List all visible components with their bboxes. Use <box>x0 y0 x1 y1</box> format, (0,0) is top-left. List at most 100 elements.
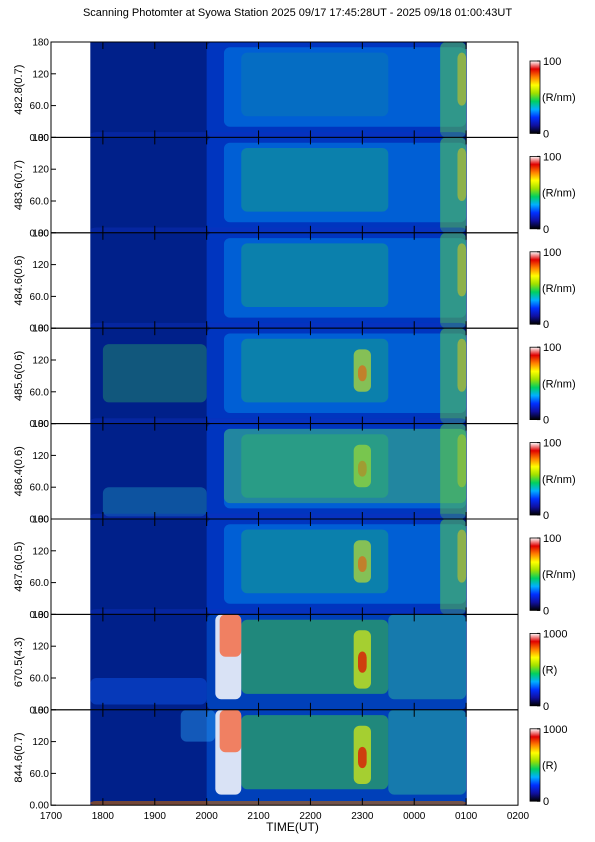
colorbar <box>529 60 541 134</box>
colorbar-tick-label: 100 <box>543 533 561 545</box>
heatmap-background <box>90 519 467 615</box>
emission-region <box>440 328 467 424</box>
emission-region <box>440 232 467 329</box>
emission-region <box>358 460 367 477</box>
emission-region <box>241 338 389 403</box>
colorbar-tick-label: 0 <box>543 224 549 236</box>
y-tick-label: 0.00 <box>30 705 50 716</box>
emission-region <box>90 132 467 138</box>
colorbar-tick-label: 100 <box>543 56 561 68</box>
x-axis-label: TIME(UT) <box>266 820 319 834</box>
emission-region <box>90 513 467 519</box>
panel-486-4-0-6-: 0.00 60.0 120 180 486.4(0.6) 0 100 (R/nm) <box>13 419 576 525</box>
emission-region <box>90 678 207 705</box>
x-tick-label: 0200 <box>507 811 530 822</box>
y-tick-label: 0.00 <box>30 133 50 144</box>
emission-region <box>457 243 467 297</box>
emission-region <box>219 614 242 657</box>
heatmap-background <box>90 42 467 138</box>
y-tick-label: 180 <box>32 515 49 526</box>
y-axis-label: 486.4(0.6) <box>13 446 25 496</box>
emission-region <box>358 746 367 769</box>
colorbar-tick-label: 0 <box>543 796 549 808</box>
colorbar-tick-label: 100 <box>543 438 561 450</box>
emission-region <box>388 614 467 700</box>
emission-region <box>241 243 389 307</box>
emission-region <box>457 434 467 488</box>
y-axis-label: 482.8(0.7) <box>13 65 25 115</box>
panel-483-6-0-7-: 0.00 60.0 120 180 483.6(0.7) 0 100 (R/nm) <box>13 133 576 239</box>
heatmap-background <box>90 232 467 329</box>
y-tick-label: 0.00 <box>30 419 50 430</box>
x-tick-label: 2000 <box>196 811 219 822</box>
colorbar-unit-label: (R/nm) <box>542 474 576 486</box>
y-tick-label: 0.00 <box>30 228 50 239</box>
x-tick-label: 0100 <box>455 811 478 822</box>
emission-region <box>223 524 467 604</box>
y-tick-label: 0.00 <box>30 324 50 335</box>
y-axis-label: 844.6(0.7) <box>13 732 25 782</box>
y-tick-label: 0.00 <box>30 801 50 812</box>
colorbar <box>529 728 541 802</box>
emission-region <box>206 42 467 138</box>
emission-region <box>206 137 467 233</box>
emission-region <box>440 137 467 233</box>
colorbar-unit-label: (R) <box>542 665 557 677</box>
y-tick-label: 180 <box>32 133 49 144</box>
emission-region <box>241 148 389 212</box>
emission-region <box>440 519 467 615</box>
y-tick-label: 180 <box>32 610 49 621</box>
panel-670-5-4-3-: 0.00 60.0 120 180 670.5(4.3) 0 1000 (R) <box>13 610 567 716</box>
y-tick-label: 180 <box>32 324 49 335</box>
colorbar-tick-label: 100 <box>543 151 561 163</box>
y-tick-label: 60.0 <box>30 578 50 589</box>
emission-region <box>388 709 467 795</box>
emission-region <box>358 365 367 382</box>
y-tick-label: 60.0 <box>30 483 50 494</box>
y-tick-label: 120 <box>32 642 49 653</box>
emission-region <box>206 232 467 329</box>
emission-region <box>90 322 467 329</box>
y-tick-label: 0.00 <box>30 515 50 526</box>
emission-region <box>457 338 467 392</box>
colorbar <box>529 537 541 611</box>
y-tick-label: 120 <box>32 356 49 367</box>
y-tick-label: 60.0 <box>30 674 50 685</box>
y-tick-label: 60.0 <box>30 769 50 780</box>
y-tick-label: 180 <box>32 705 49 716</box>
y-tick-label: 60.0 <box>30 197 50 208</box>
emission-region <box>241 619 389 694</box>
colorbar-unit-label: (R/nm) <box>542 378 576 390</box>
emission-region <box>358 556 367 572</box>
emission-region <box>206 519 467 615</box>
colorbar-unit-label: (R/nm) <box>542 283 576 295</box>
y-tick-label: 120 <box>32 451 49 462</box>
emission-region <box>223 142 467 223</box>
emission-region <box>223 333 467 413</box>
y-tick-label: 120 <box>32 546 49 557</box>
colorbar-tick-label: 0 <box>543 319 549 331</box>
panel-484-6-0-6-: 0.00 60.0 120 180 484.6(0.6) 0 100 (R/nm) <box>13 228 576 334</box>
x-tick-label: 1800 <box>92 811 115 822</box>
emission-region <box>180 709 216 742</box>
x-tick-label: 2200 <box>299 811 322 822</box>
y-tick-label: 120 <box>32 165 49 176</box>
y-axis-label: 484.6(0.6) <box>13 255 25 305</box>
colorbar-tick-label: 0 <box>543 415 549 427</box>
emission-region <box>457 52 467 106</box>
y-tick-label: 120 <box>32 69 49 80</box>
y-tick-label: 180 <box>32 228 49 239</box>
colorbar-tick-label: 100 <box>543 342 561 354</box>
emission-region <box>206 423 467 519</box>
y-axis-label: 483.6(0.7) <box>13 160 25 210</box>
emission-region <box>90 418 467 424</box>
heatmap-background <box>90 423 467 519</box>
colorbar <box>529 633 541 707</box>
colorbar-unit-label: (R) <box>542 760 557 772</box>
y-tick-label: 180 <box>32 419 49 430</box>
emission-region <box>241 715 389 790</box>
emission-region <box>223 238 467 318</box>
y-tick-label: 60.0 <box>30 101 50 112</box>
